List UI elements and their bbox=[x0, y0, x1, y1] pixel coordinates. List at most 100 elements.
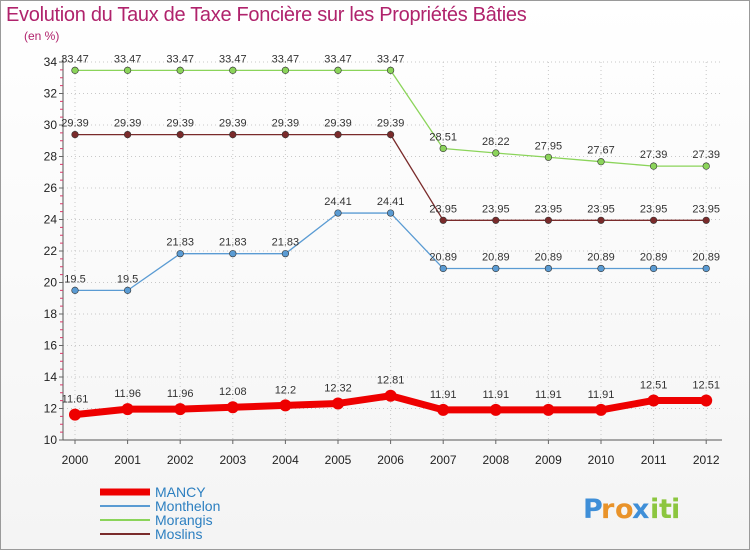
data-label: 33.47 bbox=[377, 53, 405, 65]
y-tick-label: 12 bbox=[44, 402, 58, 416]
data-label: 12.32 bbox=[324, 382, 352, 394]
data-label: 33.47 bbox=[114, 53, 142, 65]
legend-label-morangis: Morangis bbox=[155, 512, 213, 528]
data-label: 29.39 bbox=[324, 118, 352, 130]
data-label: 33.47 bbox=[61, 53, 89, 65]
data-point bbox=[121, 403, 134, 416]
data-point bbox=[702, 216, 710, 224]
data-label: 29.39 bbox=[114, 118, 142, 130]
x-tick-label: 2011 bbox=[641, 453, 667, 467]
data-point bbox=[700, 394, 713, 407]
y-tick-label: 22 bbox=[44, 244, 58, 258]
y-tick-label: 18 bbox=[44, 307, 58, 321]
x-tick-label: 2010 bbox=[588, 453, 615, 467]
data-point bbox=[649, 264, 658, 273]
data-point bbox=[439, 216, 447, 224]
data-label: 20.89 bbox=[640, 251, 668, 263]
data-label: 28.22 bbox=[482, 136, 510, 148]
data-label: 12.51 bbox=[640, 379, 668, 391]
data-point bbox=[226, 401, 239, 414]
data-point bbox=[176, 250, 184, 258]
data-point bbox=[174, 403, 187, 416]
data-label: 21.83 bbox=[272, 237, 300, 249]
data-label: 27.39 bbox=[692, 149, 720, 161]
data-point bbox=[123, 66, 132, 74]
data-point bbox=[544, 216, 553, 224]
data-label: 12.51 bbox=[692, 379, 720, 391]
y-tick-label: 14 bbox=[44, 370, 58, 384]
data-point bbox=[439, 264, 447, 273]
data-point bbox=[649, 216, 658, 224]
y-tick-label: 30 bbox=[44, 118, 58, 132]
series-moslins: 29.39 29.39 29.39 29.39 29.39 29.39 29.39 23.95… bbox=[61, 118, 720, 224]
data-label: 27.39 bbox=[640, 149, 668, 161]
proxiti-logo: Pr ox i t i bbox=[583, 494, 680, 525]
data-point bbox=[597, 158, 605, 166]
logo-letter: t bbox=[659, 494, 672, 525]
data-point bbox=[281, 131, 290, 139]
data-label: 20.89 bbox=[692, 251, 720, 263]
data-point bbox=[595, 403, 607, 416]
data-label: 23.95 bbox=[640, 203, 668, 215]
data-label: 21.83 bbox=[219, 237, 247, 249]
data-point bbox=[702, 264, 710, 273]
data-label: 27.67 bbox=[587, 145, 615, 157]
legend-label-mancy: MANCY bbox=[155, 484, 206, 500]
data-point bbox=[281, 250, 290, 258]
x-tick-label: 2004 bbox=[272, 453, 299, 467]
data-label: 11.96 bbox=[167, 388, 194, 400]
data-point bbox=[384, 389, 397, 402]
x-tick-label: 2002 bbox=[167, 453, 194, 467]
legend-label-monthelon: Monthelon bbox=[155, 498, 220, 514]
data-point bbox=[437, 403, 450, 416]
data-point bbox=[544, 153, 553, 161]
data-label: 23.95 bbox=[692, 203, 720, 215]
data-label: 23.95 bbox=[535, 203, 563, 215]
axes bbox=[62, 56, 722, 441]
y-tick-label: 20 bbox=[44, 276, 58, 290]
data-label: 11.91 bbox=[535, 389, 562, 401]
series-monthelon: 19.5 19.5 21.83 21.83 21.83 24.41 24.41 20.89 20… bbox=[64, 196, 720, 294]
x-tick-label: 2006 bbox=[377, 453, 404, 467]
data-point bbox=[439, 144, 447, 153]
y-tick-label: 24 bbox=[44, 213, 58, 227]
data-point bbox=[649, 162, 658, 170]
data-label: 33.47 bbox=[272, 53, 300, 65]
y-tick-label: 10 bbox=[44, 433, 58, 447]
data-label: 11.91 bbox=[482, 389, 509, 401]
data-point bbox=[702, 162, 710, 170]
data-point bbox=[544, 264, 553, 273]
x-tick-label: 2008 bbox=[482, 453, 509, 467]
data-label: 27.95 bbox=[535, 140, 563, 152]
data-label: 29.39 bbox=[166, 118, 194, 130]
data-label: 23.95 bbox=[587, 203, 615, 215]
y-tick-label: 26 bbox=[44, 181, 58, 195]
data-point bbox=[332, 397, 344, 410]
logo-letter: i bbox=[671, 494, 680, 525]
data-point bbox=[647, 394, 660, 407]
x-tick-label: 2003 bbox=[219, 453, 246, 467]
data-point bbox=[229, 250, 237, 258]
data-label: 11.61 bbox=[62, 394, 89, 406]
data-label: 11.91 bbox=[430, 389, 457, 401]
logo-letter: x bbox=[632, 494, 649, 525]
data-label: 29.39 bbox=[272, 118, 300, 130]
y-axis-ticks: 10 12 14 16 18 20 22 24 26 28 30 32 34 bbox=[44, 55, 63, 447]
legend-label-moslins: Moslins bbox=[155, 526, 202, 542]
data-label: 20.89 bbox=[535, 251, 563, 263]
data-point bbox=[71, 66, 79, 74]
y-tick-label: 28 bbox=[44, 150, 58, 164]
data-label: 19.5 bbox=[117, 273, 138, 285]
chart-title: Evolution du Taux de Taxe Foncière sur l… bbox=[6, 4, 527, 26]
y-axis-unit-label: (en %) bbox=[24, 29, 60, 43]
data-label: 29.39 bbox=[377, 118, 405, 130]
data-label: 12.08 bbox=[219, 386, 247, 398]
x-tick-label: 2012 bbox=[693, 453, 720, 467]
data-point bbox=[597, 216, 605, 224]
data-label: 11.96 bbox=[114, 388, 141, 400]
data-label: 33.47 bbox=[166, 53, 194, 65]
series-mancy: 11.61 11.96 11.96 12.08 12.2 12.32 12.81 11.91 1… bbox=[62, 375, 720, 421]
data-point bbox=[489, 403, 502, 416]
data-label: 28.51 bbox=[429, 131, 457, 143]
